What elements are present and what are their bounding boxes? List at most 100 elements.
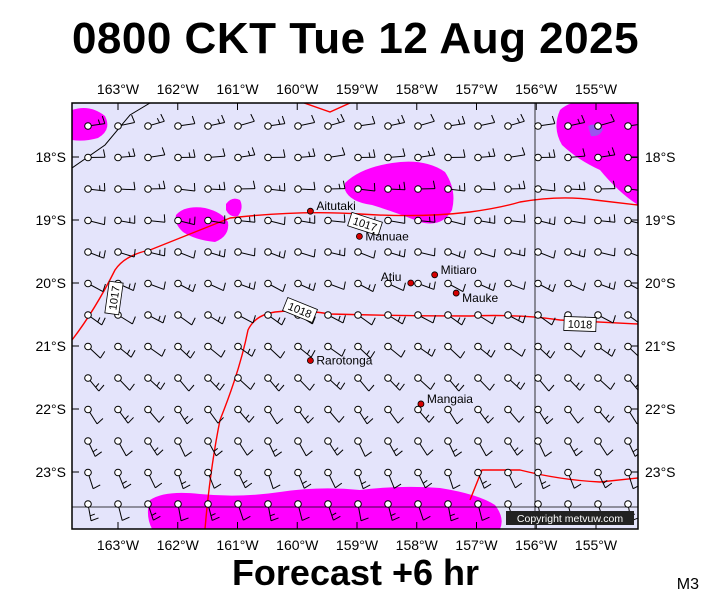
place-mitiaro: Mitiaro [431,263,477,279]
wind-barb [324,180,346,193]
wind-barb [174,279,196,293]
lat-label-right: 21°S [645,338,676,354]
wind-barb [534,182,556,193]
wind-barb [204,114,226,130]
wind-barb [144,437,164,456]
lon-label-bottom: 163°W [97,537,140,553]
wind-barb [474,311,496,325]
wind-barb [594,180,616,193]
lon-label-bottom: 161°W [216,537,259,553]
lat-label-left: 23°S [35,464,66,480]
wind-barb [294,468,312,489]
wind-barb [294,215,316,225]
wind-barb [384,374,405,391]
rain-area-central [345,161,454,224]
wind-barb [294,181,316,193]
wind-barb [324,113,345,130]
wind-barb [264,342,286,359]
wind-barb [264,248,286,259]
lon-label-bottom: 158°W [396,537,439,553]
lon-label-bottom: 155°W [575,537,618,553]
lon-label-top: 156°W [515,81,558,97]
wind-barb [144,342,166,357]
wind-barb [504,180,526,193]
wind-barb [234,180,256,193]
wind-barb [264,374,285,392]
wind-barb [144,405,165,423]
wind-barb [294,500,310,521]
lon-label-top: 162°W [157,81,200,97]
wind-barb [114,215,136,225]
wind-barb [324,468,343,489]
wind-barb [534,248,556,259]
wind-barb [384,468,402,489]
wind-barb [234,214,256,225]
wind-barb [444,374,465,392]
wind-barb [174,405,194,425]
wind-barb [84,248,106,259]
wind-barb [144,113,165,130]
town-dot [355,232,363,240]
wind-barb [534,437,552,457]
lat-label-right: 23°S [645,464,676,480]
wind-barb [354,342,376,359]
town-label: Aitutaki [316,199,355,213]
lat-label-right: 18°S [645,149,676,165]
lat-label-right: 19°S [645,212,676,228]
wind-barb [444,248,466,259]
wind-barb [564,215,586,225]
wind-barb [234,468,253,489]
lat-label-right: 22°S [645,401,676,417]
wind-barb [504,468,523,489]
wind-barb [294,148,316,162]
wind-barb [414,468,433,489]
place-mauke: Mauke [452,289,499,305]
wind-barb [264,405,284,425]
wind-barb [414,311,436,324]
wind-barb [264,279,286,293]
wind-barb [384,215,406,225]
wind-barb [84,374,105,392]
wind-barb [354,437,372,457]
wind-barb [84,437,102,457]
lon-label-bottom: 156°W [515,537,558,553]
wind-barb [174,115,196,130]
wind-barb [324,374,346,390]
wind-barb [324,500,341,521]
wind-barb [204,248,226,258]
wind-barb [354,182,376,193]
wind-barb [144,279,166,290]
wind-barb [264,437,282,457]
wind-barb [444,311,466,326]
isobar-label-1017-b: 1017 [107,285,122,311]
map-frame [71,102,639,530]
wind-barb [384,279,406,292]
wind-barb [564,468,582,489]
forecast-hour: Forecast +6 hr [231,552,480,593]
wind-barb [354,405,374,425]
wind-barb [114,405,134,424]
wind-barb [324,214,346,225]
wind-barb [84,342,106,359]
wind-barb [534,374,555,392]
wind-barb [534,149,556,162]
wind-barb [414,279,436,290]
wind-barb [444,468,461,490]
wind-barb [204,148,226,162]
wind-barb [564,405,584,424]
wind-barb [174,216,196,226]
lat-label-left: 21°S [35,338,66,354]
isobar-1017 [72,197,638,341]
lon-label-bottom: 160°W [276,537,319,553]
lon-label-top: 158°W [396,81,439,97]
wind-barb [84,216,106,226]
wind-barb [174,437,192,457]
wind-barb [354,248,376,259]
wind-barb [324,247,346,257]
wind-barb [114,148,136,162]
wind-barb [264,500,279,522]
wind-barb [444,216,466,226]
wind-barb [504,405,525,423]
wind-barb [594,113,615,130]
wind-barb [84,115,106,130]
